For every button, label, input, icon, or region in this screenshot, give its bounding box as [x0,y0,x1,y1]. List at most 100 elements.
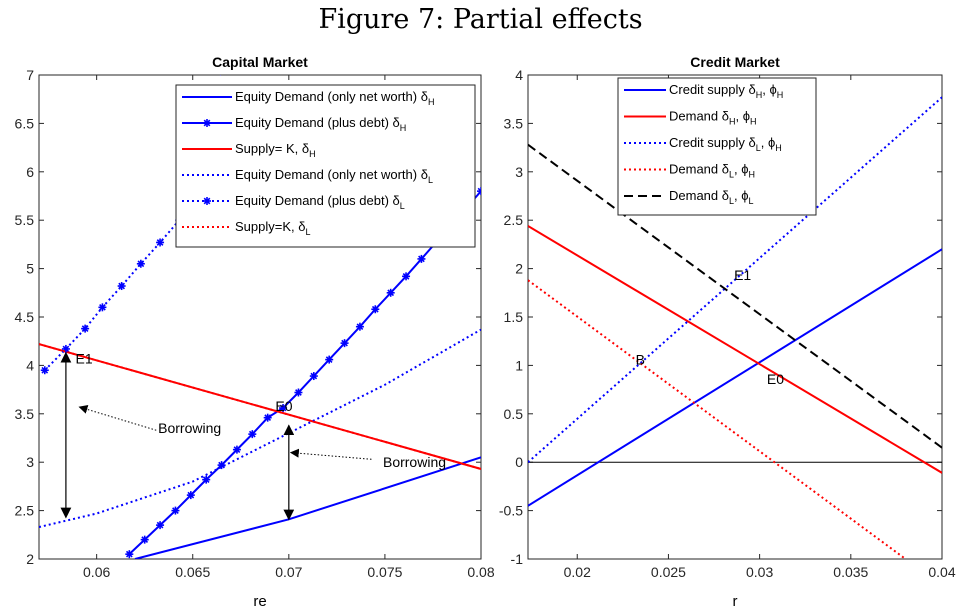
annotation-label: E1 [734,267,751,283]
credit-market-ticks: 0.02 0.025 0.03 0.035 0.04 -1 -0.5 0 0.5 1 1.5 2 2.5… [499,67,956,580]
y-tick-label: 2.5 [504,212,524,228]
capital-market-x-axis-label: re [253,593,266,610]
annotation-label: Borrowing [383,454,446,470]
y-tick-label: 3 [26,454,34,470]
y-tick-label: 2 [26,551,34,567]
y-tick-label: 1 [515,357,523,373]
y-tick-label: 6 [26,164,34,180]
legend-box [617,77,817,216]
series-marker [232,445,241,454]
credit-market-chart: Credit Market 0.02 0.025 0.03 0.035 0.04 -1 -0… [499,54,956,610]
y-tick-label: 3 [515,164,523,180]
series-marker [279,403,288,412]
y-tick-label: -0.5 [499,503,523,519]
x-tick-label: 0.035 [833,564,868,580]
annotation-label: E0 [275,398,292,414]
series-marker [402,272,411,281]
series-marker [417,254,426,263]
series-line-2 [528,225,942,474]
series-line-1 [134,456,481,559]
series-marker [156,521,165,530]
y-tick-label: 5.5 [15,212,35,228]
borrowing-pointer-arrow [78,405,157,431]
credit-market-legend: Credit supply δH, ϕH Demand δH, ϕH Credit … [617,77,817,216]
y-tick-label: 4.5 [15,309,35,325]
series-marker [117,282,126,291]
x-tick-label: 0.06 [83,564,110,580]
y-tick-label: 3.5 [504,115,524,131]
legend-entry: Credit supply δL, ϕH [669,135,782,153]
series-marker [40,366,49,375]
x-tick-label: 0.08 [467,564,494,580]
x-tick-label: 0.02 [564,564,591,580]
series-marker [136,259,145,268]
y-tick-label: 4 [515,67,523,83]
series-marker [125,550,134,559]
series-marker [340,339,349,348]
annotation-label: Borrowing [158,420,221,436]
credit-market-x-axis-label: r [733,593,738,610]
y-tick-label: 2 [515,261,523,277]
capital-market-chart: Capital Market 0.06 0.065 0.07 0.075 0.08 2 2.… [15,54,495,610]
y-tick-label: 3.5 [15,406,35,422]
legend-entry: Equity Demand (only net worth) δL [235,167,433,185]
legend-entry: Equity Demand (plus debt) δH [235,115,406,133]
series-marker [477,187,481,196]
y-tick-label: 1.5 [504,309,524,325]
legend-marker [203,119,211,127]
credit-market-title: Credit Market [690,54,780,70]
series-marker [248,430,257,439]
x-tick-label: 0.075 [367,564,402,580]
legend-entry: Equity Demand (plus debt) δL [235,193,405,211]
y-tick-label: 0 [515,454,523,470]
legend-entry: Demand δH, ϕH [669,109,757,127]
capital-market-title: Capital Market [212,54,308,70]
series-marker [202,475,211,484]
legend-entry: Credit supply δH, ϕH [669,82,783,100]
credit-market-annotations: E1 B E0 [636,267,785,387]
annotation-label: B [636,351,645,367]
legend-entry: Demand δL, ϕH [669,162,755,180]
legend-entry: Equity Demand (only net worth) δH [235,89,434,107]
series-marker [171,506,180,515]
series-marker [386,288,395,297]
x-tick-label: 0.04 [928,564,955,580]
series-marker [156,238,165,247]
series-marker [294,388,303,397]
series-marker [263,413,272,422]
x-tick-label: 0.07 [275,564,302,580]
series-line-3 [528,96,942,463]
x-tick-label: 0.065 [175,564,210,580]
series-marker [186,491,195,500]
series-marker [98,303,107,312]
series-line-6 [39,343,481,470]
series-marker [81,324,90,333]
series-line-5 [528,143,942,449]
legend-entry: Supply= K, δH [235,141,316,159]
annotation-label: E1 [76,350,93,366]
y-tick-label: -1 [511,551,524,567]
y-tick-label: 5 [26,261,34,277]
legend-marker [203,197,211,205]
capital-market-legend: Equity Demand (only net worth) δH Equity … [175,84,476,248]
series-line-1 [528,248,942,507]
series-marker [325,355,334,364]
x-tick-label: 0.025 [651,564,686,580]
capital-market-annotations: E1 E0 Borrowing Borrowing [60,350,446,521]
series-marker [371,305,380,314]
y-tick-label: 0.5 [504,406,524,422]
legend-entry: Supply=K, δL [235,219,311,237]
y-tick-label: 6.5 [15,115,35,131]
capital-market-ticks: 0.06 0.065 0.07 0.075 0.08 2 2.5 3 3.5 4 4.5 5 5.5 6 6… [15,67,495,580]
annotation-label: E0 [767,371,784,387]
y-tick-label: 7 [26,67,34,83]
series-marker [309,372,318,381]
figure-title: Figure 7: Partial effects [318,4,643,35]
series-line-4 [39,328,481,529]
x-tick-label: 0.03 [746,564,773,580]
y-tick-label: 2.5 [15,503,35,519]
y-tick-label: 4 [26,357,34,373]
series-marker [140,535,149,544]
borrowing-pointer-arrow [289,448,372,460]
series-line-4 [528,279,907,559]
